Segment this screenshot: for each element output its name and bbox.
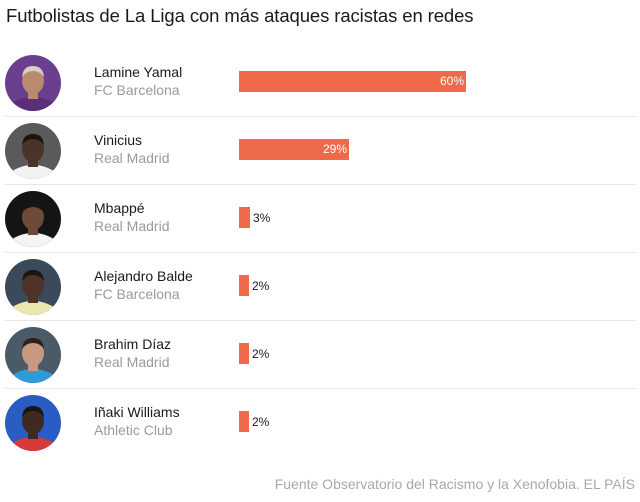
- value-label: 2%: [252, 279, 270, 293]
- player-photo-icon: [5, 55, 61, 111]
- player-avatar: [5, 55, 61, 111]
- player-club: Real Madrid: [94, 354, 170, 370]
- player-avatar: [5, 123, 61, 179]
- player-name: Mbappé: [94, 200, 145, 216]
- player-name: Brahim Díaz: [94, 336, 172, 352]
- value-label: 29%: [322, 142, 347, 156]
- player-photo-icon: [5, 123, 61, 179]
- player-name: Alejandro Balde: [94, 268, 193, 284]
- player-row: Vinicius Real Madrid 29%: [0, 116, 640, 184]
- player-row: Lamine Yamal FC Barcelona 60%: [0, 48, 640, 116]
- player-avatar: [5, 259, 61, 315]
- player-club: Real Madrid: [94, 150, 170, 166]
- player-photo-icon: [5, 259, 61, 315]
- player-row: Iñaki Williams Athletic Club 2%: [0, 388, 640, 456]
- value-bar: 60%: [239, 71, 466, 92]
- player-photo-icon: [5, 327, 61, 383]
- value-label: 2%: [252, 415, 270, 429]
- value-bar: [239, 411, 249, 432]
- player-row: Alejandro Balde FC Barcelona 2%: [0, 252, 640, 320]
- player-row: Brahim Díaz Real Madrid 2%: [0, 320, 640, 388]
- player-avatar: [5, 191, 61, 247]
- player-row: Mbappé Real Madrid 3%: [0, 184, 640, 252]
- chart-title: Futbolistas de La Liga con más ataques r…: [6, 5, 474, 26]
- value-bar: 29%: [239, 139, 349, 160]
- value-label: 3%: [253, 211, 271, 225]
- player-club: FC Barcelona: [94, 286, 180, 302]
- value-label: 60%: [439, 74, 464, 88]
- player-name: Vinicius: [94, 132, 142, 148]
- value-label: 2%: [252, 347, 270, 361]
- player-avatar: [5, 395, 61, 451]
- value-bar: [239, 207, 250, 228]
- value-bar: [239, 343, 249, 364]
- value-bar: [239, 275, 249, 296]
- player-club: Real Madrid: [94, 218, 170, 234]
- player-club: Athletic Club: [94, 422, 173, 438]
- player-name: Iñaki Williams: [94, 404, 180, 420]
- player-avatar: [5, 327, 61, 383]
- player-photo-icon: [5, 191, 61, 247]
- player-photo-icon: [5, 395, 61, 451]
- player-name: Lamine Yamal: [94, 64, 183, 80]
- chart-rows: Lamine Yamal FC Barcelona 60% Vinicius Real …: [0, 48, 640, 456]
- source-note: Fuente Observatorio del Racismo y la Xen…: [274, 476, 635, 492]
- player-club: FC Barcelona: [94, 82, 180, 98]
